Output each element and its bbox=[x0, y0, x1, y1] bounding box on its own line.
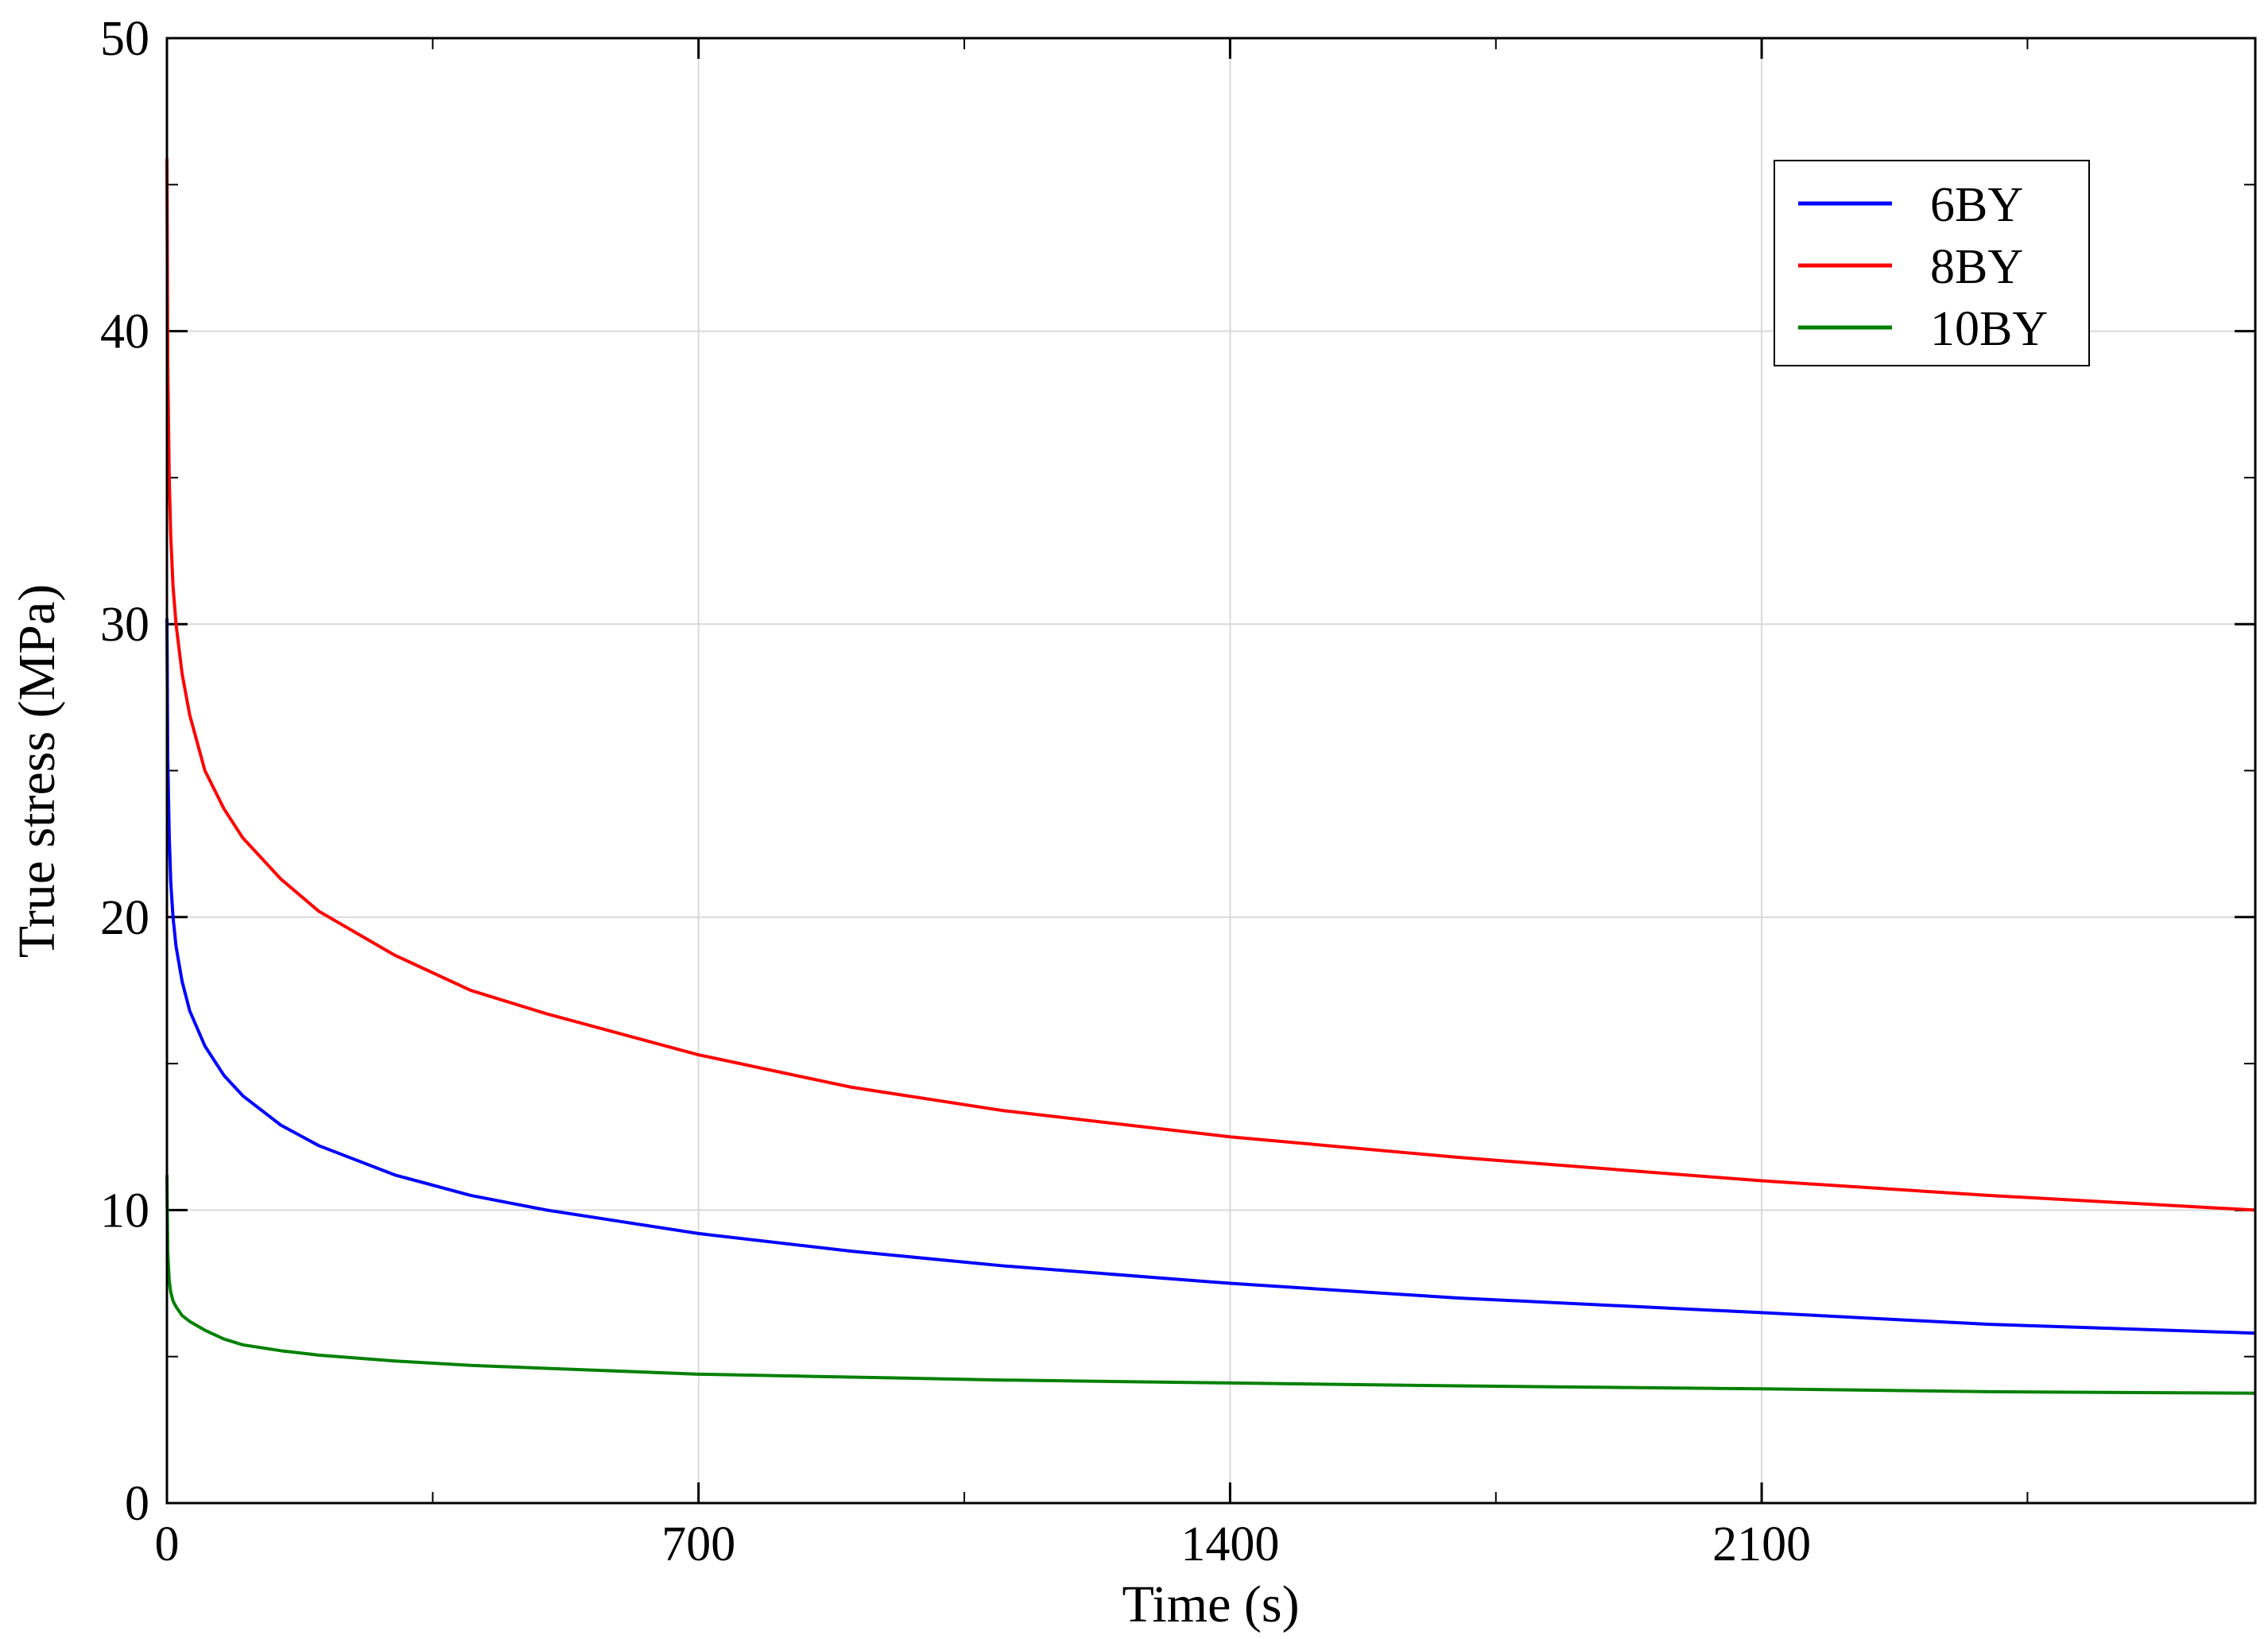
x-axis-label: Time (s) bbox=[1122, 1575, 1299, 1633]
tick-labels: 0 700 1400 2100 0 10 20 30 40 50 bbox=[100, 12, 1811, 1571]
x-tick-label: 700 bbox=[661, 1517, 735, 1571]
y-axis-label: True stress (MPa) bbox=[8, 584, 66, 959]
series-line-6by bbox=[165, 618, 2256, 1335]
y-tick-label: 30 bbox=[100, 598, 149, 652]
x-tick-label: 0 bbox=[155, 1517, 180, 1571]
plot-frame bbox=[165, 37, 2257, 1505]
y-tick-label: 50 bbox=[100, 12, 149, 66]
x-tick-label: 1400 bbox=[1181, 1517, 1279, 1571]
legend: 6BY 8BY 10BY bbox=[1774, 160, 2090, 366]
series-line-8by bbox=[165, 158, 2256, 1212]
data-series bbox=[165, 158, 2256, 1395]
x-tick-label: 2100 bbox=[1712, 1517, 1811, 1571]
series-line-10by bbox=[165, 1175, 2256, 1395]
y-tick-label: 0 bbox=[125, 1477, 149, 1531]
legend-label-6by: 6BY bbox=[1930, 178, 2023, 232]
legend-label-8by: 8BY bbox=[1930, 240, 2023, 294]
y-tick-label: 20 bbox=[100, 891, 149, 945]
y-tick-label: 40 bbox=[100, 305, 149, 359]
legend-label-10by: 10BY bbox=[1930, 302, 2048, 356]
y-tick-label: 10 bbox=[100, 1184, 149, 1238]
legend-box bbox=[1774, 160, 2090, 366]
